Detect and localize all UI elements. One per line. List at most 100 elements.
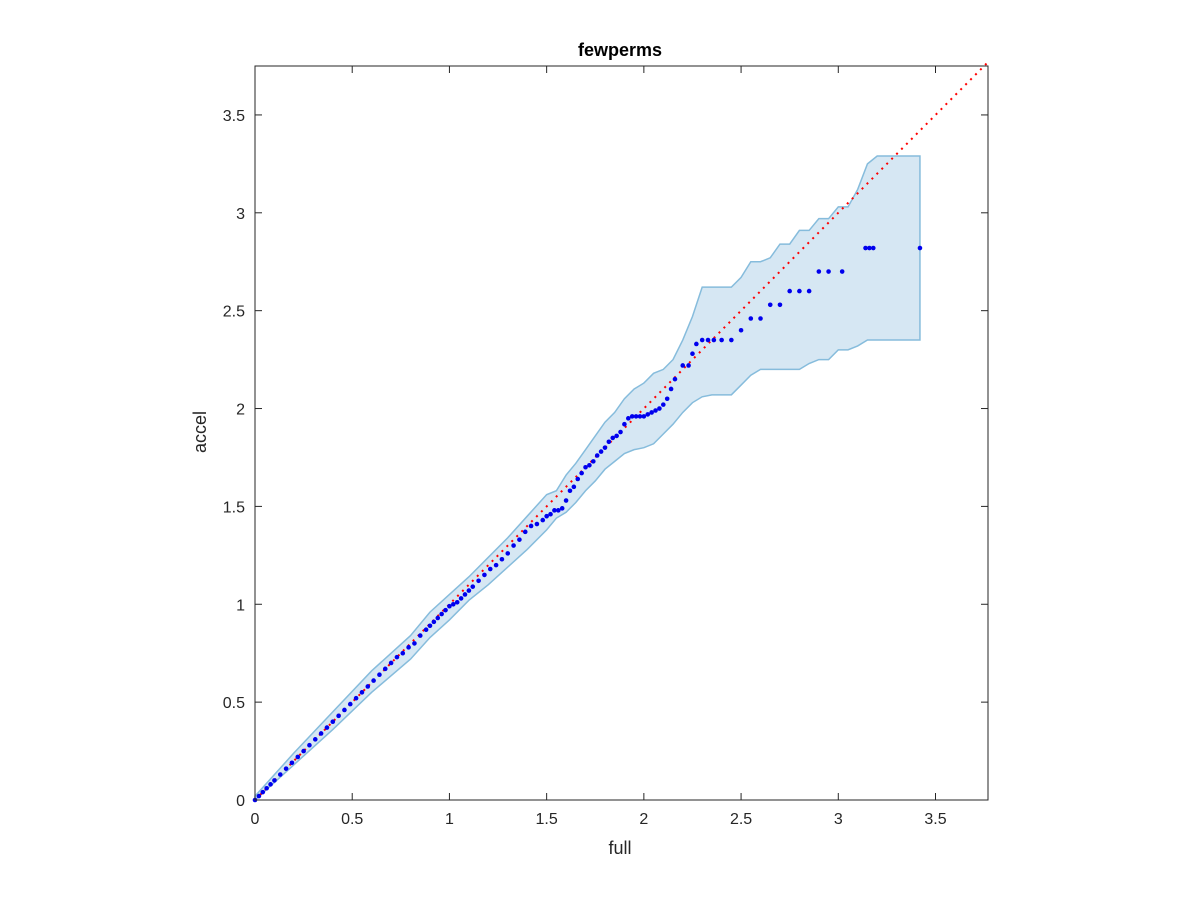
data-point [505,551,511,556]
data-point [729,337,734,343]
data-point [591,459,596,464]
data-points [252,245,923,803]
data-point [548,511,553,517]
data-point [540,517,546,523]
data-point [443,607,448,613]
data-point [307,742,312,748]
data-point [738,327,744,333]
data-point [686,363,691,368]
data-point [423,627,429,633]
data-point [272,778,277,783]
data-point [917,245,923,251]
y-tick-label: 1.5 [223,499,245,516]
x-tick-label: 1 [445,811,454,828]
data-point [534,521,540,527]
data-point [602,445,608,450]
plot-area [252,61,989,803]
data-point [400,650,406,656]
y-axis-label: accel [190,411,210,453]
x-axis: 0 0.5 1 1.5 2 2.5 3 3.5 [251,66,947,828]
data-point [458,596,464,601]
data-point [777,302,783,308]
data-point [806,288,812,294]
data-point [645,412,651,417]
data-point [301,748,306,754]
data-point [511,543,516,548]
x-tick-label: 0 [251,811,260,828]
data-point [719,337,724,343]
data-point [672,376,678,382]
x-tick-label: 2.5 [730,811,752,828]
x-tick-label: 1.5 [536,811,558,828]
data-point [699,337,705,343]
data-point [359,690,365,695]
data-point [371,678,376,683]
data-point [816,269,822,274]
data-point [462,592,468,597]
y-tick-label: 3 [236,206,245,223]
data-point [454,600,460,605]
axes-box [254,65,989,801]
data-point [552,508,557,513]
data-point [295,754,301,760]
data-point [556,508,561,513]
y-axis: 0 0.5 1 1.5 2 2.5 3 3.5 [223,108,988,810]
confidence-band [254,155,921,802]
data-point [544,513,549,519]
data-point [312,737,318,742]
data-point [447,603,452,609]
y-tick-label: 0.5 [223,695,245,712]
data-point [657,406,662,411]
data-point [622,421,627,427]
data-point [318,731,324,736]
data-point [476,578,481,584]
data-point [661,402,666,407]
data-point [787,288,792,294]
data-point [863,245,868,251]
x-axis-label: full [608,838,631,858]
data-point [466,588,472,593]
data-point [606,439,612,445]
data-point [260,789,266,795]
data-point [439,611,444,617]
data-point [567,488,573,494]
data-point [342,707,347,713]
x-tick-label: 3 [834,811,843,828]
data-point [482,572,487,578]
data-point [649,410,654,415]
data-point [470,584,476,589]
data-point [522,529,528,535]
data-point [382,666,388,672]
data-point [451,601,456,607]
data-point [353,695,359,701]
data-point [767,302,773,308]
data-point [797,288,802,294]
data-point [870,245,876,251]
data-point [579,470,584,476]
data-point [867,245,872,251]
y-tick-label: 1 [236,597,245,614]
y-tick-label: 0 [236,793,245,810]
data-point [705,337,711,343]
data-point [839,269,845,274]
data-point [614,433,619,439]
data-point [431,619,437,625]
y-tick-label: 2 [236,402,245,419]
data-point [435,615,441,621]
data-point [487,566,493,572]
y-tick-label: 3.5 [223,108,245,125]
data-point [575,476,581,482]
data-point [594,453,600,458]
data-point [626,416,631,421]
data-point [563,498,569,503]
data-point [758,316,763,321]
data-point [283,766,289,771]
data-point [641,414,647,419]
data-point [517,537,522,542]
data-point [668,386,674,392]
data-point [365,684,371,689]
data-point [324,725,330,730]
data-point [336,713,341,719]
data-point [264,785,269,791]
